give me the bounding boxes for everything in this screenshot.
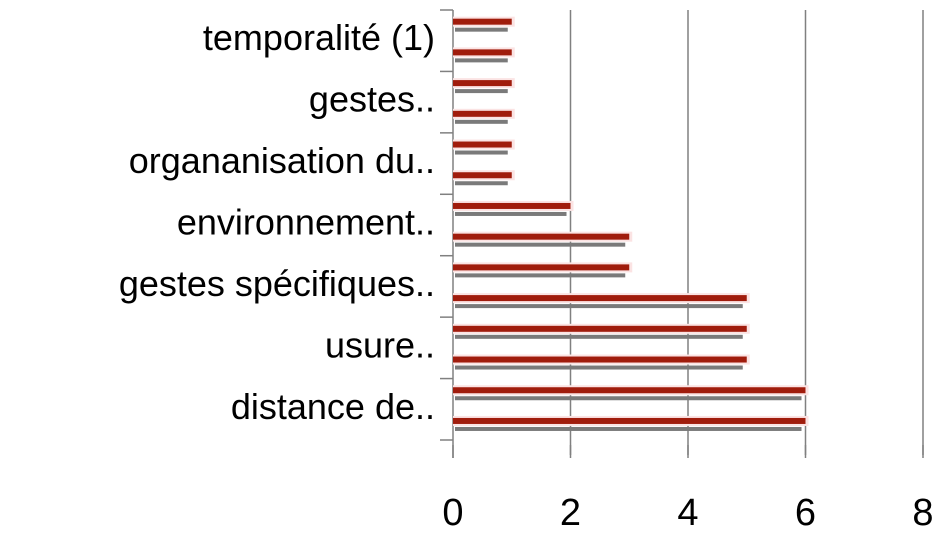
x-tick-label: 4 [677, 492, 698, 534]
x-tick-label: 8 [912, 492, 933, 534]
bar-shadow [455, 58, 508, 63]
bar [453, 356, 747, 363]
bar-shadow [455, 304, 743, 309]
x-tick-label: 0 [442, 492, 463, 534]
bar-shadow [455, 334, 743, 339]
bar [453, 110, 512, 117]
y-tick-label: gestes.. [309, 79, 435, 120]
bar [453, 49, 512, 56]
x-tick-label: 6 [795, 492, 816, 534]
bar-shadow [455, 119, 508, 124]
bar-shadow [455, 396, 802, 401]
bar [453, 295, 747, 302]
y-tick-label: environnement.. [177, 202, 435, 243]
bar [453, 141, 512, 148]
bar [453, 325, 747, 332]
bar [453, 387, 806, 394]
bar [453, 417, 806, 424]
bar [453, 202, 571, 209]
bar-shadow [455, 273, 626, 278]
bar [453, 80, 512, 87]
bar-shadow [455, 365, 743, 370]
bar-shadow [455, 181, 508, 186]
y-tick-label: organanisation du.. [129, 140, 435, 181]
x-tick-label: 2 [560, 492, 581, 534]
bar [453, 264, 630, 271]
bar-shadow [455, 242, 626, 247]
bar [453, 233, 630, 240]
y-tick-label: temporalité (1) [203, 17, 435, 58]
bar-shadow [455, 89, 508, 94]
bar [453, 172, 512, 179]
bar-shadow [455, 211, 567, 216]
bar-shadow [455, 27, 508, 32]
bar [453, 18, 512, 25]
y-tick-label: usure.. [325, 324, 435, 365]
bar-shadow [455, 426, 802, 431]
y-tick-label: gestes spécifiques.. [119, 263, 435, 304]
bar-shadow [455, 150, 508, 155]
y-tick-label: distance de.. [231, 386, 435, 427]
